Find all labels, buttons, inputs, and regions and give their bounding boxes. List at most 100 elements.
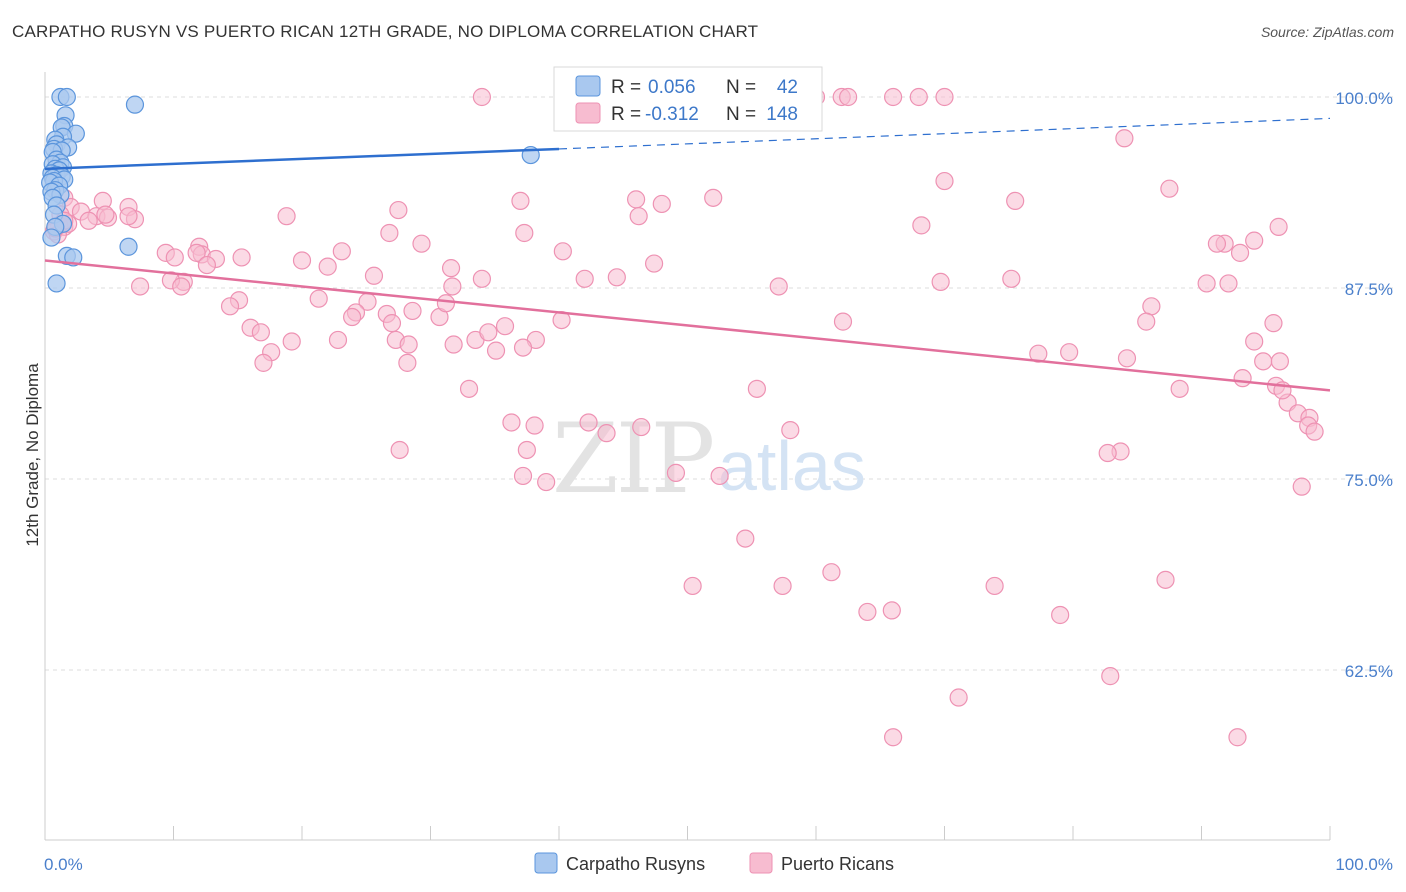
puerto-point-120 bbox=[502, 413, 521, 432]
puerto-point-108 bbox=[1117, 349, 1137, 368]
carpatho-point-2 bbox=[125, 95, 145, 114]
puerto-point-55 bbox=[318, 257, 337, 276]
puerto-point-129 bbox=[710, 466, 729, 486]
trend-lines bbox=[44, 117, 1331, 392]
series-legend: Carpatho Rusyns Puerto Ricans bbox=[534, 852, 894, 874]
puerto-point-71 bbox=[220, 297, 240, 316]
puerto-point-95 bbox=[486, 341, 506, 360]
puerto-point-12 bbox=[626, 190, 646, 209]
legend-r-label-1: R = bbox=[611, 77, 641, 98]
puerto-point-104 bbox=[1270, 352, 1289, 371]
legend-r-value-2: -0.312 bbox=[645, 104, 699, 125]
puerto-point-85 bbox=[251, 323, 270, 342]
bottom-legend-swatch-blue bbox=[534, 852, 558, 874]
source-credit: Source: ZipAtlas.com bbox=[1260, 24, 1394, 40]
puerto-ricans-points bbox=[44, 87, 1324, 747]
puerto-point-31 bbox=[277, 207, 296, 226]
puerto-point-139 bbox=[822, 563, 841, 582]
puerto-point-36 bbox=[412, 234, 431, 253]
puerto-point-102 bbox=[443, 277, 462, 296]
bottom-legend-label-puerto: Puerto Ricans bbox=[781, 854, 894, 874]
puerto-point-58 bbox=[441, 259, 461, 278]
puerto-point-38 bbox=[1269, 217, 1288, 236]
puerto-point-65 bbox=[1219, 274, 1238, 293]
puerto-point-15 bbox=[652, 194, 671, 214]
puerto-point-130 bbox=[513, 466, 533, 486]
puerto-point-142 bbox=[537, 472, 556, 492]
puerto-point-98 bbox=[1245, 332, 1264, 351]
puerto-point-119 bbox=[747, 379, 766, 398]
puerto-point-150 bbox=[883, 728, 903, 747]
puerto-point-37 bbox=[515, 223, 534, 243]
puerto-point-67 bbox=[130, 277, 150, 296]
grid-lines bbox=[45, 96, 1395, 671]
puerto-point-59 bbox=[575, 269, 594, 288]
puerto-point-99 bbox=[382, 314, 402, 333]
y-tick-labels: 62.5% 75.0% 87.5% 100.0% bbox=[1335, 89, 1393, 681]
puerto-point-5 bbox=[883, 87, 903, 107]
puerto-point-124 bbox=[781, 421, 800, 440]
puerto-point-24 bbox=[96, 205, 115, 224]
puerto-point-105 bbox=[254, 353, 273, 372]
puerto-point-6 bbox=[909, 87, 928, 107]
puerto-point-94 bbox=[513, 338, 533, 357]
puerto-point-56 bbox=[364, 266, 384, 285]
puerto-point-148 bbox=[949, 688, 968, 707]
puerto-point-11 bbox=[1006, 191, 1025, 211]
puerto-point-7 bbox=[935, 87, 954, 107]
puerto-point-121 bbox=[525, 416, 544, 435]
puerto-point-54 bbox=[644, 254, 664, 273]
puerto-point-92 bbox=[479, 323, 498, 342]
watermark-zip: ZIP bbox=[552, 403, 713, 515]
y-tick-label-3: 100.0% bbox=[1335, 89, 1393, 108]
puerto-point-75 bbox=[403, 301, 422, 321]
puerto-point-52 bbox=[187, 243, 206, 262]
puerto-point-145 bbox=[858, 602, 877, 622]
puerto-point-141 bbox=[683, 576, 702, 596]
y-tick-label-2: 87.5% bbox=[1345, 280, 1393, 299]
x-tick-label-min: 0.0% bbox=[44, 855, 83, 874]
puerto-point-106 bbox=[398, 353, 417, 372]
puerto-point-128 bbox=[666, 463, 686, 482]
puerto-point-14 bbox=[704, 188, 723, 207]
puerto-point-35 bbox=[380, 223, 399, 243]
puerto-point-48 bbox=[553, 242, 572, 261]
puerto-point-69 bbox=[172, 277, 191, 296]
puerto-point-53 bbox=[197, 255, 217, 275]
puerto-point-25 bbox=[79, 211, 98, 230]
puerto-trend-line bbox=[44, 259, 1331, 392]
chart-title: CARPATHO RUSYN VS PUERTO RICAN 12TH GRAD… bbox=[12, 22, 759, 41]
puerto-point-87 bbox=[328, 330, 348, 350]
puerto-point-0 bbox=[472, 87, 491, 107]
puerto-point-13 bbox=[511, 191, 530, 211]
puerto-point-97 bbox=[1060, 343, 1079, 362]
puerto-point-125 bbox=[597, 424, 616, 443]
carpatho-point-36 bbox=[42, 228, 61, 247]
puerto-point-61 bbox=[769, 277, 788, 296]
puerto-point-49 bbox=[332, 242, 351, 261]
puerto-point-62 bbox=[931, 272, 950, 291]
puerto-point-140 bbox=[773, 576, 792, 596]
puerto-point-89 bbox=[399, 335, 418, 354]
carpatho-point-37 bbox=[119, 237, 138, 256]
y-tick-label-1: 75.0% bbox=[1345, 471, 1393, 490]
puerto-point-122 bbox=[579, 413, 598, 432]
puerto-point-86 bbox=[282, 332, 301, 351]
carpatho-rusyns-points bbox=[41, 87, 540, 293]
legend-n-value-1: 42 bbox=[777, 77, 798, 98]
puerto-point-60 bbox=[607, 268, 626, 287]
legend-r-label-2: R = bbox=[611, 104, 641, 125]
puerto-point-127 bbox=[390, 440, 409, 460]
puerto-point-138 bbox=[736, 529, 755, 548]
puerto-point-72 bbox=[309, 289, 328, 308]
carpatho-point-1 bbox=[57, 87, 76, 107]
puerto-point-39 bbox=[1245, 231, 1264, 250]
puerto-point-63 bbox=[1002, 269, 1021, 288]
puerto-point-147 bbox=[1051, 605, 1070, 625]
bottom-legend-swatch-pink bbox=[749, 852, 773, 874]
puerto-point-47 bbox=[232, 248, 251, 267]
puerto-point-34 bbox=[912, 216, 931, 235]
puerto-point-109 bbox=[1170, 379, 1189, 398]
puerto-point-32 bbox=[389, 200, 408, 220]
puerto-point-151 bbox=[1228, 728, 1247, 747]
